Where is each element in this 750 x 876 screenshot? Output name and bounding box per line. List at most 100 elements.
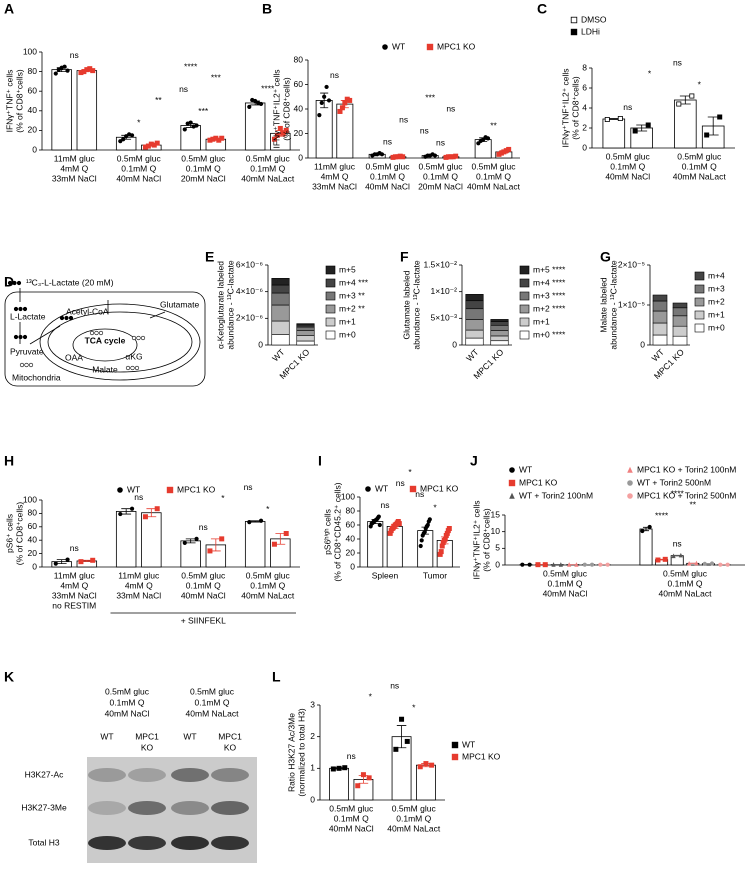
significance-label: * xyxy=(408,467,412,477)
bar xyxy=(244,521,266,568)
y-tick-label: 0 xyxy=(350,561,355,571)
data-point xyxy=(194,123,199,128)
data-point xyxy=(527,562,532,567)
stacked-segment xyxy=(296,323,315,326)
legend-marker xyxy=(382,44,388,50)
data-point xyxy=(425,522,430,528)
y-tick-label: 60 xyxy=(28,85,38,95)
carbon-atom xyxy=(130,365,135,371)
stacked-segment xyxy=(652,322,668,336)
significance-label: * xyxy=(433,503,437,513)
data-point xyxy=(604,117,610,123)
x-tick-label: no RESTIM xyxy=(52,600,96,610)
legend-label: m+1 xyxy=(708,309,725,319)
data-point xyxy=(446,526,452,532)
y-tick-label: 4 xyxy=(582,102,587,112)
significance-label: ns xyxy=(390,681,399,691)
bar xyxy=(51,69,72,151)
data-point xyxy=(347,97,353,103)
significance-label: ns xyxy=(399,114,408,124)
y-tick-label: 40 xyxy=(28,105,38,115)
carbon-atom xyxy=(19,362,25,368)
mitochondrion-outer xyxy=(39,303,201,381)
data-point xyxy=(118,139,123,144)
stacked-segment xyxy=(271,284,290,294)
panel-letter: B xyxy=(262,1,272,17)
y-axis-label: IFNγ⁺TNF⁺IL2⁺ cells xyxy=(560,68,570,147)
y-axis-label: IFNγ⁺TNF⁺IL2⁺ cells xyxy=(471,500,481,579)
data-point xyxy=(605,562,610,567)
x-tick-label: Tumor xyxy=(423,570,447,580)
legend-swatch xyxy=(519,304,530,314)
x-tick-label: 0.5mM gluc xyxy=(663,568,708,578)
significance-label: * xyxy=(412,703,416,713)
data-point xyxy=(90,68,96,74)
data-point xyxy=(709,561,715,566)
data-point xyxy=(154,506,160,512)
y-tick-label: 0 xyxy=(452,339,457,349)
y-axis-label: (% of CD8⁺CD45.2⁺ cells) xyxy=(332,482,342,581)
x-tick-label: 40mM NaCl xyxy=(181,590,226,600)
legend-label: WT + Torin2 100nM xyxy=(519,490,593,500)
x-tick-label: 0.5mM gluc xyxy=(606,151,651,161)
y-axis-label: Malate labeled xyxy=(598,277,608,333)
significance-label: ns xyxy=(420,125,429,135)
data-point xyxy=(393,746,399,752)
legend-label: m+3 **** xyxy=(533,290,566,300)
x-tick-label: 40mM NaCl xyxy=(543,588,588,598)
significance-label: ns xyxy=(199,522,208,532)
y-tick-label: 1.5×10⁻² xyxy=(423,259,457,269)
significance-label: ns xyxy=(179,84,188,94)
carbon-atom xyxy=(125,365,131,371)
bar xyxy=(141,512,162,568)
significance-label: ns xyxy=(673,57,682,67)
y-axis-label: IFNγ⁺TNF⁺ cells xyxy=(4,70,14,133)
legend-label: WT xyxy=(127,484,140,494)
legend-swatch xyxy=(519,291,530,301)
legend-swatch xyxy=(325,278,336,288)
significance-label: *** xyxy=(198,106,209,116)
y-tick-label: 2×10⁻⁵ xyxy=(618,259,645,269)
x-tick-label: 0.5mM gluc xyxy=(392,803,437,813)
legend-label: m+0 **** xyxy=(533,329,566,339)
data-point xyxy=(725,562,730,567)
y-tick-label: 100 xyxy=(341,491,355,501)
bar xyxy=(76,70,98,151)
significance-label: *** xyxy=(425,92,436,102)
x-tick-label: 0.5mM gluc xyxy=(246,153,291,163)
x-tick-label: 0.5mM gluc xyxy=(181,153,226,163)
y-axis-label: pS6⁺ cells xyxy=(4,514,14,553)
diagram-label: Malate xyxy=(92,364,118,374)
legend-label: LDHi xyxy=(581,26,600,36)
blot-band xyxy=(211,836,249,850)
stacked-segment xyxy=(672,325,688,337)
data-point xyxy=(182,127,187,132)
data-point xyxy=(121,137,126,142)
data-point xyxy=(355,783,361,789)
x-tick-label: 40mM NaCl xyxy=(329,823,374,833)
legend-label: MPC1 KO xyxy=(177,484,216,494)
data-point xyxy=(62,64,67,69)
data-point xyxy=(718,562,723,567)
x-tick-label: 40mM NaLact xyxy=(241,173,295,183)
data-point xyxy=(258,518,264,523)
data-point xyxy=(687,561,692,566)
x-tick-label: 33mM NaCl xyxy=(52,590,97,600)
stacked-segment xyxy=(296,330,315,336)
y-axis-label: abundance - ¹³C-lactate xyxy=(411,260,421,350)
data-point xyxy=(207,548,213,554)
data-point xyxy=(422,529,427,535)
y-tick-label: 60 xyxy=(28,521,38,531)
x-tick-label: 4mM Q xyxy=(60,163,88,173)
y-tick-label: 80 xyxy=(294,54,304,64)
error-bar xyxy=(636,124,648,132)
blot-band xyxy=(171,836,209,850)
data-point xyxy=(182,540,187,545)
legend-swatch xyxy=(694,271,705,281)
bar xyxy=(329,767,349,801)
significance-label: ** xyxy=(155,95,162,105)
annotation: + SIINFEKL xyxy=(181,615,226,625)
data-point xyxy=(56,67,61,72)
legend-label: MPC1 KO xyxy=(519,477,558,487)
